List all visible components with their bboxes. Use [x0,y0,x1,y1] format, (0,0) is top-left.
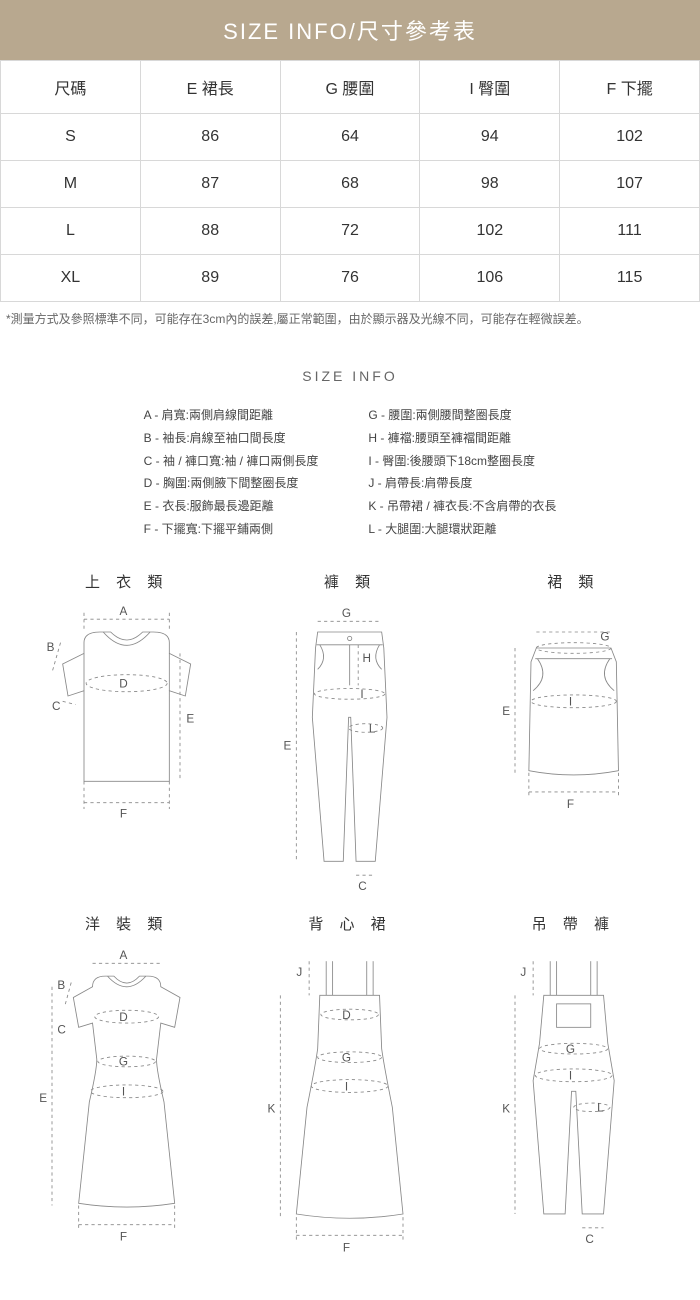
svg-text:A: A [120,605,128,618]
garment-dress: 洋 裝 類 A B C D G I [20,913,233,1267]
svg-text:E: E [284,739,292,752]
svg-text:I: I [568,1070,571,1083]
garment-title: 吊 帶 褲 [467,913,680,934]
svg-text:D: D [119,1011,127,1024]
legend-left: A - 肩寬:兩側肩線間距離 B - 袖長:肩線至袖口間長度 C - 袖 / 褲… [144,404,319,541]
svg-text:K: K [502,1103,510,1116]
svg-text:C: C [585,1233,594,1246]
legend-right: G - 腰圍:兩側腰間整圈長度 H - 褲襠:腰頭至褲襠間距離 I - 臀圍:後… [368,404,556,541]
svg-text:C: C [359,880,368,893]
svg-text:F: F [343,1242,350,1255]
garment-pants: 褲 類 G H I [243,571,456,904]
col-i: I 臀圍 [420,61,560,114]
col-f: F 下擺 [560,61,700,114]
svg-text:C: C [57,1024,66,1037]
svg-text:L: L [369,722,376,735]
svg-text:F: F [120,807,127,820]
svg-text:K: K [268,1103,276,1116]
garment-skirt: 裙 類 G I E [467,571,680,904]
svg-text:F: F [120,1231,127,1244]
svg-text:E: E [502,705,510,718]
overalls-diagram: J G I L K C [467,942,680,1262]
table-row: S 86 64 94 102 [1,114,700,161]
table-row: M 87 68 98 107 [1,161,700,208]
garment-pinafore: 背 心 裙 J D G I [243,913,456,1267]
size-info-title: SIZE INFO/尺寸參考表 [0,0,700,60]
size-table: 尺碼 E 裙長 G 腰圍 I 臀圍 F 下擺 S 86 64 94 102 M … [0,60,700,302]
col-size: 尺碼 [1,61,141,114]
svg-text:E: E [39,1092,47,1105]
pants-diagram: G H I L E C [243,600,456,899]
pinafore-diagram: J D G I K F [243,942,456,1262]
svg-text:G: G [600,630,609,643]
svg-text:H: H [363,652,371,665]
garment-tops: 上 衣 類 A B C [20,571,233,904]
svg-text:G: G [342,1052,351,1065]
svg-text:G: G [119,1056,128,1069]
svg-text:I: I [361,688,364,701]
skirt-diagram: G I E F [467,600,680,856]
col-g: G 腰圍 [280,61,420,114]
garment-title: 洋 裝 類 [20,913,233,934]
garment-title: 背 心 裙 [243,913,456,934]
svg-text:F: F [567,798,574,811]
garment-title: 裙 類 [467,571,680,592]
svg-text:B: B [57,979,65,992]
svg-text:I: I [345,1081,348,1094]
size-info-subtitle: SIZE INFO [0,368,700,384]
col-e: E 裙長 [140,61,280,114]
garment-overalls: 吊 帶 褲 J G I [467,913,680,1267]
table-row: XL 89 76 106 115 [1,255,700,302]
tops-diagram: A B C D E F [20,600,233,856]
disclaimer-text: *測量方式及參照標準不同，可能存在3cm內的誤差,屬正常範圍，由於顯示器及光線不… [0,302,700,328]
svg-text:E: E [186,712,194,725]
svg-text:D: D [119,677,127,690]
garment-title: 褲 類 [243,571,456,592]
svg-text:A: A [120,950,128,963]
garment-title: 上 衣 類 [20,571,233,592]
dress-diagram: A B C D G I E [20,942,233,1262]
svg-text:I: I [568,695,571,708]
svg-text:C: C [52,700,61,713]
svg-text:G: G [342,607,351,620]
svg-text:D: D [343,1009,351,1022]
svg-text:J: J [520,967,526,980]
svg-text:L: L [597,1102,604,1115]
svg-text:J: J [297,967,303,980]
table-row: L 88 72 102 111 [1,208,700,255]
svg-text:I: I [122,1086,125,1099]
svg-text:B: B [47,641,55,654]
svg-text:G: G [566,1043,575,1056]
measurement-legend: A - 肩寬:兩側肩線間距離 B - 袖長:肩線至袖口間長度 C - 袖 / 褲… [0,404,700,541]
